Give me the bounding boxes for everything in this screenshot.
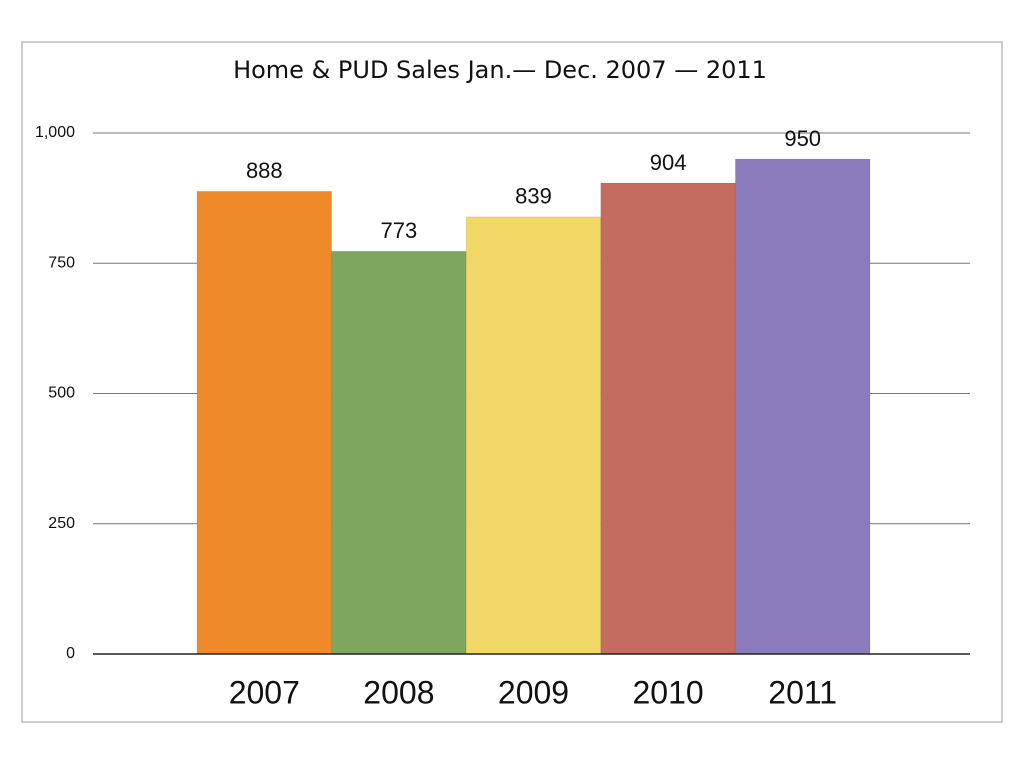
bar	[734, 158, 871, 655]
bar	[331, 250, 467, 655]
y-tick-label: 0	[66, 645, 75, 662]
x-tick-label: 2009	[498, 674, 569, 710]
x-tick-label: 2007	[229, 674, 300, 710]
chart-title: Home & PUD Sales Jan.— Dec. 2007 — 2011	[233, 56, 767, 84]
bar	[465, 216, 602, 655]
bar	[196, 190, 333, 655]
x-tick-label: 2010	[633, 674, 704, 710]
value-label: 839	[515, 184, 552, 209]
y-tick-label: 1,000	[35, 124, 75, 141]
value-label: 950	[784, 126, 821, 151]
value-label: 904	[650, 150, 687, 175]
value-label: 773	[381, 218, 418, 243]
x-tick-label: 2008	[363, 674, 434, 710]
value-label: 888	[246, 158, 283, 183]
y-tick-label: 500	[48, 385, 75, 402]
y-tick-label: 250	[48, 515, 75, 532]
x-tick-label: 2011	[768, 674, 837, 710]
y-tick-label: 750	[48, 254, 75, 271]
bar	[600, 182, 736, 655]
